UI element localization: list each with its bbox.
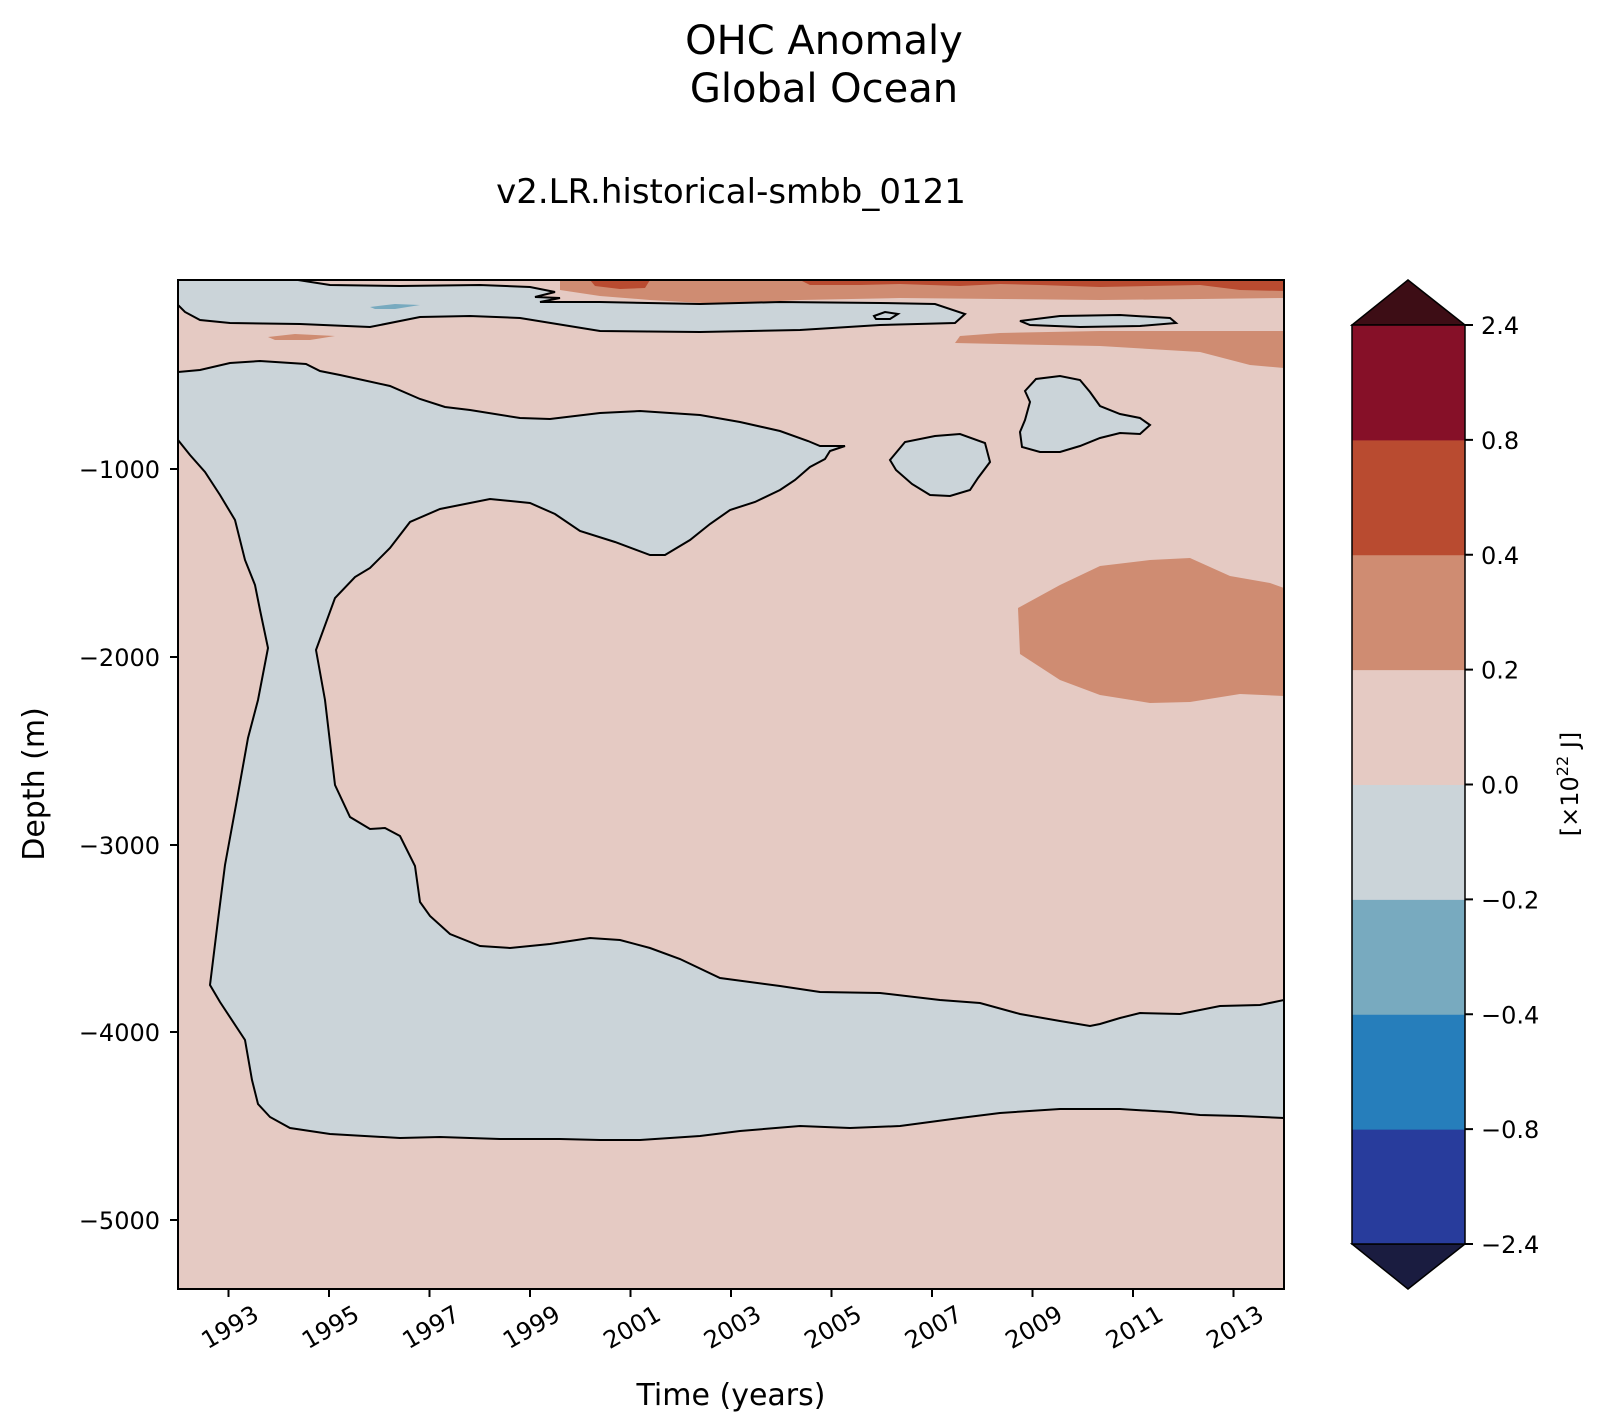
colorbar-extend-high (1349, 279, 1468, 326)
chart-title-line2: Global Ocean (690, 66, 958, 112)
colorbar-band (1352, 784, 1465, 900)
x-tick-label: 2005 (800, 1300, 867, 1355)
colorbar-band (1352, 554, 1465, 671)
x-tick-label: 2013 (1202, 1300, 1269, 1355)
colorbar-label-exponent: 22 (1553, 756, 1572, 776)
colorbar-tick-label: −0.2 (1481, 886, 1539, 914)
deep-warm-blob (1018, 558, 1284, 703)
colorbar-label-prefix: [×10 (1556, 776, 1584, 836)
x-tick-label: 2001 (599, 1300, 666, 1355)
colorbar-band (1352, 325, 1465, 441)
colorbar-band (1352, 669, 1465, 785)
upper-right-warm-band (955, 331, 1284, 368)
tiny-loop (872, 310, 901, 320)
x-tick-label: 1999 (498, 1300, 565, 1355)
y-tick-label: −2000 (79, 644, 160, 672)
colorbar-tick-label: −2.4 (1481, 1231, 1539, 1259)
x-tick-label: 2007 (900, 1300, 967, 1355)
y-axis: −1000 −2000 −3000 −4000 −5000 Depth (m) (17, 456, 178, 1235)
x-tick-label: 1995 (297, 1300, 364, 1355)
x-tick-label: 1993 (197, 1300, 264, 1355)
colorbar-band (1352, 439, 1465, 556)
x-tick-label: 2011 (1101, 1300, 1168, 1355)
y-tick-label: −3000 (79, 832, 160, 860)
y-tick-label: −1000 (79, 456, 160, 484)
upper-warm-fleck (268, 334, 335, 340)
surface-hot-strip (800, 280, 1284, 291)
colorbar-band (1352, 899, 1465, 1015)
colorbar-tick-label: 2.4 (1481, 312, 1519, 340)
colorbar: 2.4 0.8 0.4 0.2 0.0 −0.2 −0.4 −0.8 −2.4 [×1022 J… (1349, 279, 1584, 1290)
surface-cool-band (178, 280, 967, 334)
cool-region-upper (178, 359, 1284, 1141)
colorbar-label: [×1022 J] (1553, 732, 1584, 836)
x-tick-label: 1997 (398, 1300, 465, 1355)
surface-hot-patch (590, 280, 650, 289)
y-tick-label: −4000 (79, 1019, 160, 1047)
colorbar-band (1352, 1129, 1465, 1245)
cool-blob-2010 (1018, 374, 1152, 453)
x-tick-label: 2003 (699, 1300, 766, 1355)
cool-blob-2007 (888, 432, 992, 498)
surface-blue-fleck (370, 304, 420, 309)
colorbar-tick-label: −0.8 (1481, 1116, 1539, 1144)
colorbar-tick-label: 0.8 (1481, 427, 1519, 455)
plot-area (177, 279, 1285, 1290)
colorbar-tick-label: 0.4 (1481, 542, 1519, 570)
x-axis-label: Time (years) (636, 1378, 826, 1413)
y-tick-label: −5000 (79, 1207, 160, 1235)
colorbar-band (1352, 1014, 1465, 1130)
colorbar-extend-low (1349, 1243, 1468, 1290)
chart-subtitle: v2.LR.historical-smbb_0121 (496, 172, 966, 212)
x-tick-label: 2009 (1001, 1300, 1068, 1355)
cool-lens (1019, 313, 1179, 329)
colorbar-tick-label: 0.0 (1481, 772, 1519, 800)
colorbar-tick-label: 0.2 (1481, 657, 1519, 685)
colorbar-label-suffix: J] (1556, 732, 1584, 756)
colorbar-tick-label: −0.4 (1481, 1001, 1539, 1029)
y-axis-label: Depth (m) (17, 707, 52, 861)
x-axis: 1993 1995 1997 1999 2001 2003 2005 2007 2009 2011… (197, 1289, 1269, 1355)
chart-title: OHC Anomaly (685, 18, 963, 64)
